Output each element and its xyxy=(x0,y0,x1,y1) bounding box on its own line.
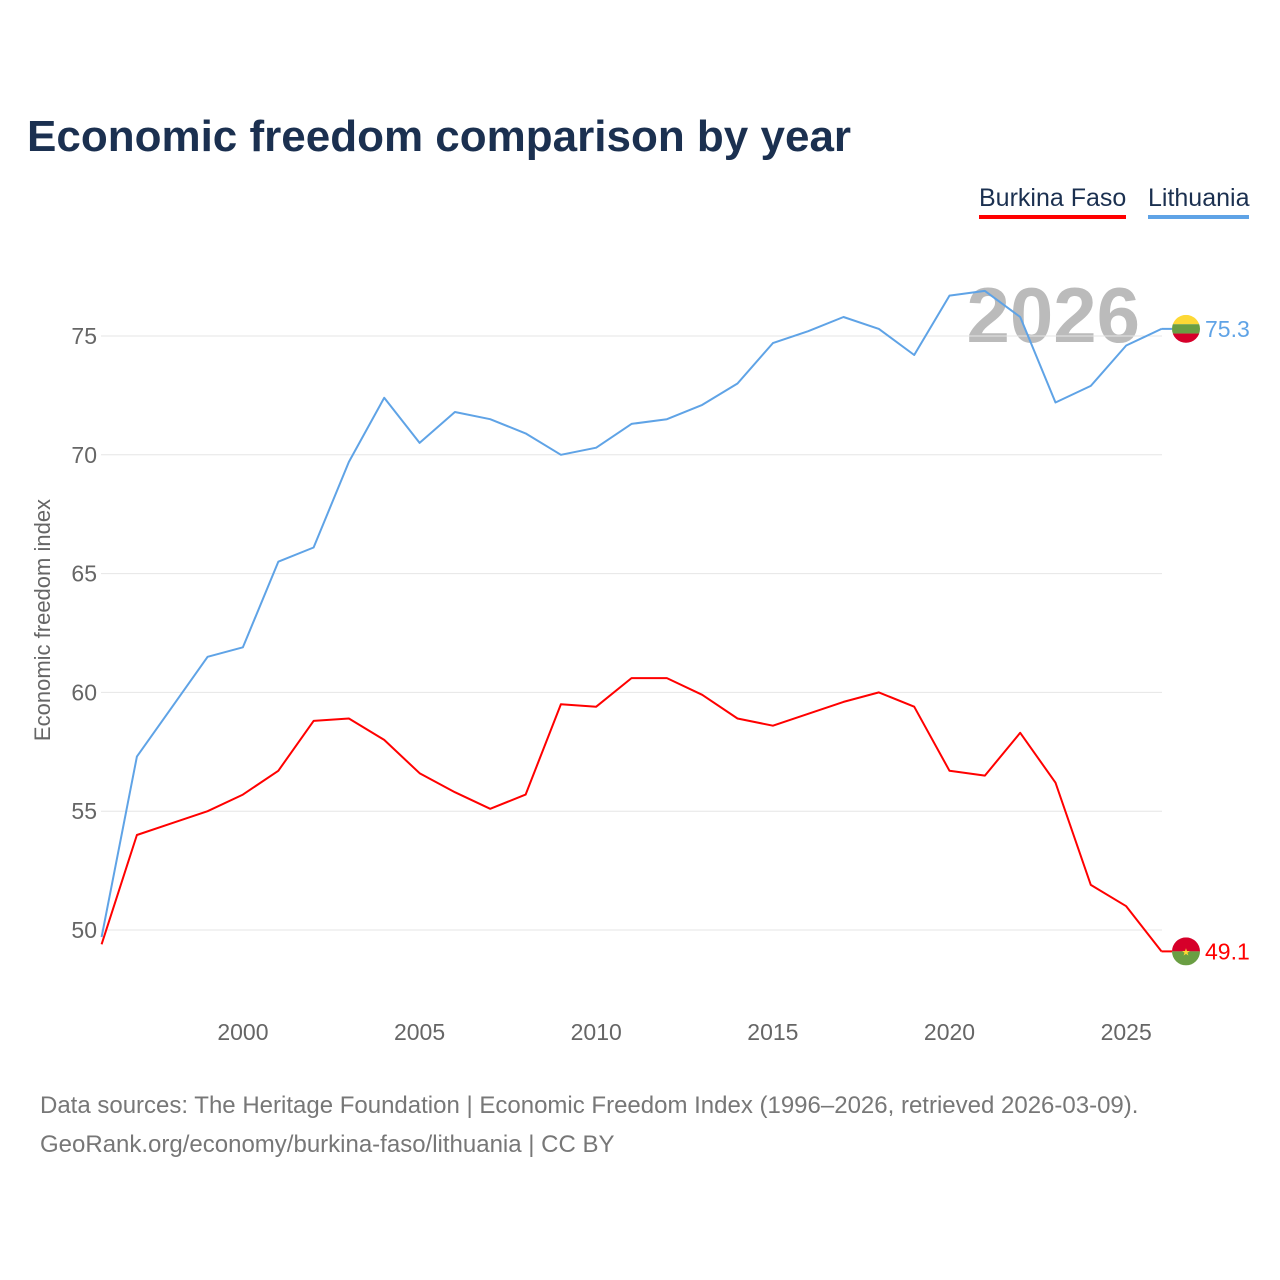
data-point-burkina-faso xyxy=(169,820,175,826)
data-point-burkina-faso xyxy=(947,768,953,774)
flag-lithuania-icon xyxy=(1172,314,1200,343)
data-point-burkina-faso xyxy=(593,704,599,710)
data-point-lithuania xyxy=(417,440,423,446)
data-point-burkina-faso xyxy=(805,711,811,717)
footer: Data sources: The Heritage Foundation | … xyxy=(40,1086,1138,1164)
data-point-burkina-faso xyxy=(381,737,387,743)
data-point-lithuania xyxy=(629,421,635,427)
data-point-lithuania xyxy=(735,381,741,387)
chart-title: Economic freedom comparison by year xyxy=(27,112,852,161)
x-tick-label: 2025 xyxy=(1101,1019,1152,1045)
data-point-burkina-faso xyxy=(487,806,493,812)
data-point-lithuania xyxy=(1123,343,1129,349)
data-point-lithuania xyxy=(523,430,529,436)
data-point-lithuania xyxy=(452,409,458,415)
data-point-burkina-faso xyxy=(452,789,458,795)
x-tick-label: 2005 xyxy=(394,1019,445,1045)
data-point-burkina-faso xyxy=(911,704,917,710)
flag-burkina-faso-icon: ★ xyxy=(1172,937,1200,966)
end-value-label-burkina-faso: 49.1 xyxy=(1205,938,1250,964)
data-point-lithuania xyxy=(1053,400,1059,406)
y-tick-label: 75 xyxy=(71,323,97,349)
x-tick-label: 2020 xyxy=(924,1019,975,1045)
y-tick-label: 55 xyxy=(71,798,97,824)
data-point-lithuania xyxy=(982,288,988,294)
source-url: GeoRank.org/economy/burkina-faso/lithuan… xyxy=(40,1131,615,1158)
data-point-lithuania xyxy=(664,416,670,422)
svg-text:★: ★ xyxy=(1182,947,1191,958)
legend-item-burkina-faso[interactable]: Burkina Faso xyxy=(979,184,1127,219)
data-point-burkina-faso xyxy=(1017,730,1023,736)
data-point-lithuania xyxy=(346,459,352,465)
data-point-burkina-faso xyxy=(99,941,105,947)
data-point-burkina-faso xyxy=(629,675,635,681)
data-point-lithuania xyxy=(947,293,953,299)
x-tick-label: 2000 xyxy=(217,1019,268,1045)
legend-item-lithuania[interactable]: Lithuania xyxy=(1148,184,1250,219)
data-point-lithuania xyxy=(805,328,811,334)
data-point-burkina-faso xyxy=(770,723,776,729)
data-point-burkina-faso xyxy=(735,716,741,722)
data-point-lithuania xyxy=(699,402,705,408)
data-point-lithuania xyxy=(911,352,917,358)
y-tick-label: 70 xyxy=(71,442,97,468)
end-value-label-lithuania: 75.3 xyxy=(1205,316,1250,342)
data-point-lithuania xyxy=(487,416,493,422)
data-point-burkina-faso xyxy=(417,770,423,776)
y-tick-label: 50 xyxy=(71,917,97,943)
data-point-lithuania xyxy=(1017,314,1023,320)
data-point-burkina-faso xyxy=(1088,882,1094,888)
data-point-burkina-faso xyxy=(346,716,352,722)
data-point-burkina-faso xyxy=(982,773,988,779)
data-point-lithuania xyxy=(770,340,776,346)
data-point-lithuania xyxy=(593,445,599,451)
data-point-burkina-faso xyxy=(240,792,246,798)
data-point-lithuania xyxy=(1088,383,1094,389)
series-line-lithuania xyxy=(100,289,1162,938)
data-point-burkina-faso xyxy=(841,699,847,705)
data-point-lithuania xyxy=(99,934,105,940)
y-axis-label: Economic freedom index xyxy=(30,499,55,741)
data-point-lithuania xyxy=(876,326,882,332)
data-point-burkina-faso xyxy=(523,792,529,798)
source-note: Data sources: The Heritage Foundation | … xyxy=(40,1092,1139,1119)
data-point-burkina-faso xyxy=(205,808,211,814)
watermark-year: 2026 xyxy=(966,271,1140,359)
data-point-lithuania xyxy=(558,452,564,458)
data-point-burkina-faso xyxy=(1123,903,1129,909)
y-tick-label: 60 xyxy=(71,679,97,705)
data-point-burkina-faso xyxy=(664,675,670,681)
data-point-lithuania xyxy=(240,644,246,650)
data-point-burkina-faso xyxy=(311,718,317,724)
data-point-lithuania xyxy=(134,754,140,760)
data-point-lithuania xyxy=(205,654,211,660)
data-point-burkina-faso xyxy=(275,768,281,774)
x-tick-label: 2010 xyxy=(571,1019,622,1045)
data-point-burkina-faso xyxy=(558,701,564,707)
data-point-burkina-faso xyxy=(1053,780,1059,786)
data-point-lithuania xyxy=(311,544,317,550)
x-tick-label: 2015 xyxy=(747,1019,798,1045)
data-point-burkina-faso xyxy=(134,832,140,838)
y-tick-label: 65 xyxy=(71,561,97,587)
data-point-lithuania xyxy=(169,704,175,710)
series-line-burkina-faso xyxy=(100,677,1163,953)
data-point-lithuania xyxy=(275,559,281,565)
data-point-burkina-faso xyxy=(699,692,705,698)
data-point-lithuania xyxy=(841,314,847,320)
data-point-lithuania xyxy=(381,395,387,401)
data-point-burkina-faso xyxy=(876,689,882,695)
